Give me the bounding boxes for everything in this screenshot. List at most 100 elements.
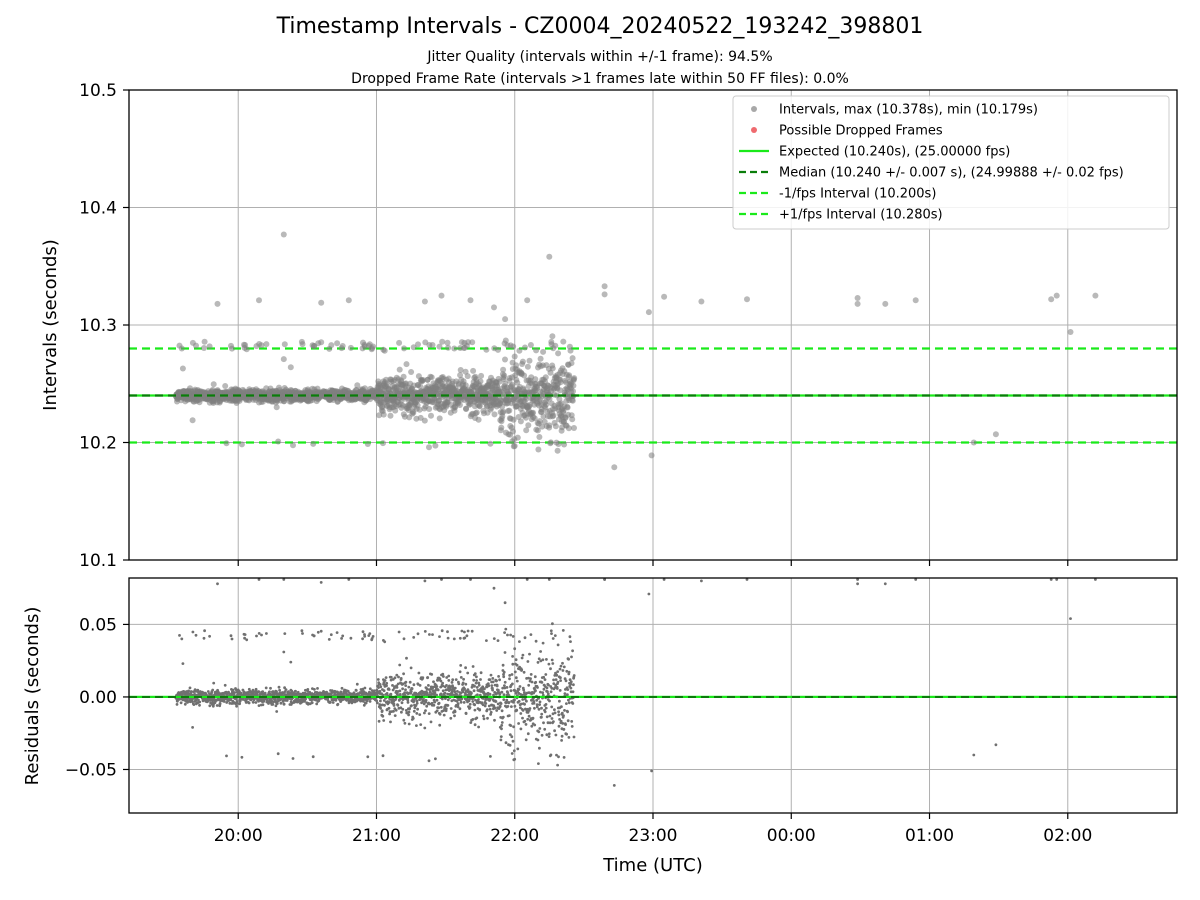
residual-point-1151 (398, 663, 402, 667)
residual-point-1324 (431, 689, 435, 693)
residual-point-1934 (550, 686, 554, 690)
residual-point-1306 (428, 702, 432, 706)
residual-point-2066 (503, 601, 507, 605)
residual-point-1993 (561, 629, 565, 632)
interval-point-2080 (854, 300, 861, 307)
residual-point-1432 (452, 637, 456, 641)
residual-point-2034 (569, 680, 573, 684)
interval-point-1674 (498, 424, 505, 431)
interval-point-1891 (540, 413, 547, 420)
residual-point-1295 (426, 676, 430, 679)
interval-point-1529 (470, 367, 477, 374)
residual-point-1849 (533, 675, 537, 679)
residual-point-1756 (515, 679, 519, 683)
residual-point-2048 (572, 735, 576, 739)
residual-point-1547 (475, 679, 478, 682)
residual-point-1759 (516, 747, 520, 751)
residual-point-1357 (438, 723, 442, 727)
residual-point-1930 (549, 690, 553, 694)
residual-point-1737 (512, 725, 515, 729)
residual-point-30 (180, 637, 184, 641)
residual-point-1796 (523, 636, 527, 640)
residual-point-1241 (415, 701, 419, 705)
residual-point-1235 (414, 704, 418, 707)
residual-point-314 (235, 700, 239, 703)
residual-point-2015 (566, 710, 569, 714)
residual-point-1743 (513, 647, 517, 651)
residual-point-302 (233, 691, 237, 694)
interval-point-1735 (510, 343, 517, 350)
residual-point-498 (271, 703, 275, 706)
interval-point-1715 (506, 407, 513, 414)
residual-point-364 (245, 638, 249, 642)
residual-point-1936 (550, 658, 554, 662)
residual-point-1794 (523, 702, 526, 706)
intervals-points (129, 231, 1177, 471)
dropped-frame-subtitle: Dropped Frame Rate (intervals >1 frames … (351, 71, 849, 87)
residual-point-412 (254, 687, 258, 691)
interval-point-1889 (540, 348, 547, 355)
interval-point-2070 (554, 447, 561, 454)
residual-point-419 (256, 693, 259, 697)
residual-point-1801 (524, 723, 528, 726)
residual-point-1744 (513, 704, 517, 708)
interval-point-1937 (549, 333, 556, 340)
residual-point-1202 (408, 707, 411, 710)
residual-point-987 (366, 755, 370, 759)
residual-point-1259 (419, 723, 423, 726)
interval-point-2076 (661, 293, 668, 300)
residual-point-1733 (511, 662, 515, 666)
residual-point-1813 (526, 732, 530, 736)
residual-point-1211 (409, 690, 413, 693)
residual-point-2022 (567, 736, 571, 739)
interval-point-1270 (419, 376, 426, 383)
residual-point-1795 (523, 719, 527, 723)
residual-point-112 (196, 688, 200, 692)
residual-point-1225 (412, 699, 416, 703)
residual-point-1021 (373, 689, 376, 693)
residual-point-1342 (435, 685, 439, 688)
residual-point-1226 (412, 709, 416, 713)
residual-point-572 (285, 699, 289, 702)
interval-point-2060 (380, 346, 387, 353)
interval-point-602 (290, 442, 296, 449)
interval-point-2043 (570, 388, 576, 395)
residual-point-2045 (572, 683, 575, 687)
residual-point-1916 (546, 692, 550, 696)
residual-point-960 (361, 637, 364, 641)
interval-point-2085 (1048, 296, 1055, 303)
interval-point-440 (258, 342, 265, 349)
residual-point-2053 (243, 633, 247, 636)
residual-point-1717 (508, 674, 512, 677)
residual-point-1205 (408, 680, 412, 684)
residual-point-1534 (472, 689, 476, 693)
interval-point-1876 (537, 355, 544, 362)
residual-point-900 (349, 636, 353, 640)
residual-point-1784 (521, 698, 525, 701)
interval-point-1846 (531, 415, 538, 422)
residual-point-1984 (560, 739, 563, 742)
residual-point-1927 (549, 667, 552, 671)
interval-point-560 (281, 341, 288, 348)
interval-point-1785 (519, 358, 526, 365)
residual-point-1826 (529, 633, 533, 636)
interval-point-2088 (1092, 292, 1099, 299)
residual-point-1373 (441, 672, 445, 676)
residual-point-1730 (510, 752, 514, 755)
residual-point-1924 (548, 714, 552, 718)
residual-point-1284 (424, 709, 427, 712)
residuals-points (129, 578, 1177, 787)
residual-point-1489 (464, 691, 467, 695)
intervals-y-label: Intervals (seconds) (40, 239, 61, 411)
residual-point-1550 (475, 686, 479, 689)
residual-point-1720 (508, 733, 512, 736)
residual-point-2019 (567, 698, 570, 702)
residual-point-1597 (485, 639, 488, 642)
residual-point-2009 (565, 702, 568, 705)
residual-point-1392 (445, 684, 448, 687)
residual-point-2064 (469, 578, 472, 581)
residual-point-1331 (433, 700, 437, 704)
interval-point-1316 (428, 374, 435, 381)
residual-point-1882 (540, 712, 544, 716)
